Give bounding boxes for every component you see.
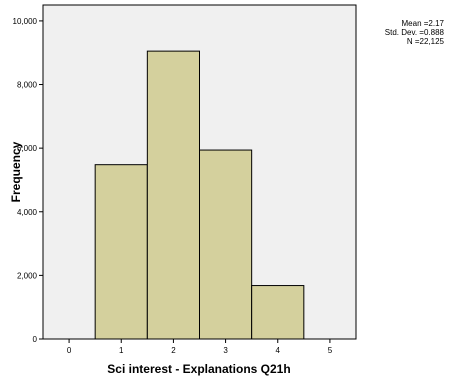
stat-n: N =22,125 bbox=[406, 37, 444, 46]
x-tick-label: 3 bbox=[223, 346, 228, 355]
histogram-bar-4 bbox=[251, 285, 305, 340]
x-tick-label: 2 bbox=[171, 346, 176, 355]
y-tick-label: 6,000 bbox=[17, 144, 38, 153]
y-axis-title: Frequency bbox=[9, 141, 23, 202]
y-tick-label: 2,000 bbox=[17, 271, 38, 280]
stats-box: Mean =2.17 Std. Dev. =0.888 N =22,125 bbox=[324, 19, 444, 46]
x-tick-label: 5 bbox=[328, 346, 333, 355]
histogram-bar-3 bbox=[199, 149, 253, 340]
y-tick-label: 0 bbox=[33, 335, 38, 344]
histogram-bar-2 bbox=[146, 50, 200, 340]
y-tick-label: 4,000 bbox=[17, 208, 38, 217]
stat-std-dev: Std. Dev. =0.888 bbox=[384, 28, 444, 37]
y-tick-label: 8,000 bbox=[17, 81, 38, 90]
x-tick-label: 4 bbox=[276, 346, 281, 355]
x-tick-label: 0 bbox=[67, 346, 72, 355]
y-tick-label: 10,000 bbox=[13, 17, 38, 26]
histogram-bar-1 bbox=[94, 164, 148, 340]
x-tick-label: 1 bbox=[119, 346, 124, 355]
stat-mean: Mean =2.17 bbox=[401, 19, 444, 28]
x-axis-title: Sci interest - Explanations Q21h bbox=[107, 362, 290, 376]
